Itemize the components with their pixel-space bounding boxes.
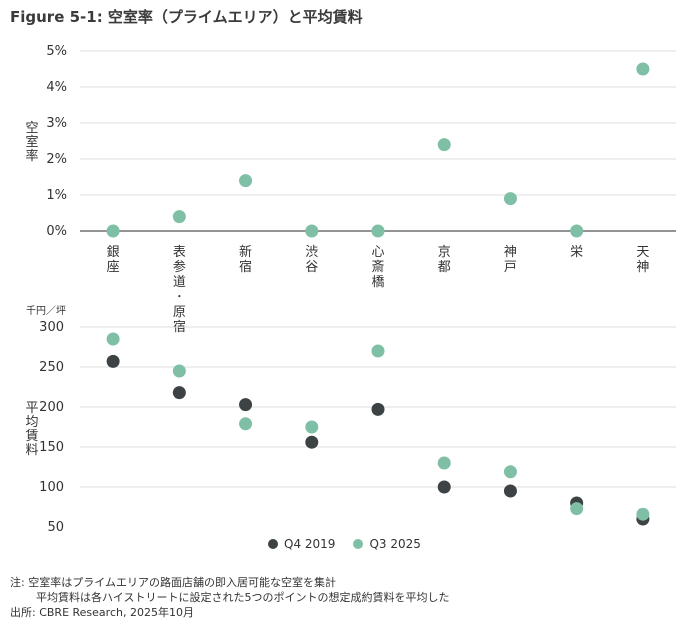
rent-point-q4-2019 — [172, 386, 186, 400]
note-rent: 平均賃料は各ハイストリートに設定された5つのポイントの想定成約賃料を平均した — [36, 591, 450, 604]
rent-point-q3-2025 — [437, 456, 451, 470]
vacancy-point — [172, 210, 186, 224]
legend-item-q3-2025: Q3 2025 — [353, 537, 421, 551]
legend-label-q4-2019: Q4 2019 — [284, 537, 336, 551]
category-label: 神戸 — [504, 245, 517, 275]
top-y-tick-label: 1% — [46, 188, 67, 203]
legend: Q4 2019 Q3 2025 — [268, 537, 421, 551]
bottom-y-axis-label: 平均賃料 — [25, 401, 38, 458]
legend-dot-q4-2019 — [268, 539, 278, 549]
category-label: 銀座 — [107, 245, 120, 275]
top-y-tick-label: 2% — [46, 152, 67, 167]
chart-title: Figure 5-1: 空室率（プライムエリア）と平均賃料 — [10, 8, 363, 26]
top-y-tick-label: 3% — [46, 116, 67, 131]
rent-point-q4-2019 — [106, 354, 120, 368]
bottom-y-tick-label: 100 — [39, 480, 64, 495]
vacancy-point — [437, 138, 451, 152]
vacancy-point — [106, 224, 120, 238]
bottom-y-tick-label: 300 — [39, 320, 64, 335]
rent-point-q4-2019 — [503, 484, 517, 498]
category-label: 天神 — [636, 245, 649, 275]
bottom-points — [106, 332, 650, 526]
rent-point-q3-2025 — [503, 465, 517, 479]
rent-point-q4-2019 — [371, 402, 385, 416]
vacancy-point — [305, 224, 319, 238]
vacancy-point — [570, 224, 584, 238]
top-y-tick-label: 0% — [46, 224, 67, 239]
category-labels: 銀座 表参道･原宿 新宿 渋谷 心斎橋 京都 神戸 栄 天神 — [107, 244, 650, 335]
vacancy-point — [636, 62, 650, 76]
note-vacancy: 注: 空室率はプライムエリアの路面店舗の即入居可能な空室を集計 — [10, 576, 336, 589]
category-label: 栄 — [570, 245, 583, 260]
category-label: 新宿 — [239, 244, 252, 275]
bottom-y-tick-label: 50 — [47, 520, 64, 535]
top-y-ticks: 0% 1% 2% 3% 4% 5% — [46, 44, 67, 239]
top-y-axis-label: 空室率 — [25, 121, 38, 164]
rent-unit-label: 千円／坪 — [26, 304, 66, 317]
top-points — [106, 62, 650, 238]
rent-point-q3-2025 — [172, 364, 186, 378]
vacancy-point — [371, 224, 385, 238]
rent-point-q4-2019 — [239, 398, 253, 412]
footnotes: 注: 空室率はプライムエリアの路面店舗の即入居可能な空室を集計 平均賃料は各ハイ… — [10, 575, 449, 620]
category-label: 渋谷 — [305, 245, 318, 275]
category-label: 表参道･原宿 — [173, 245, 186, 335]
rent-point-q3-2025 — [371, 344, 385, 358]
note-source: 出所: CBRE Research, 2025年10月 — [10, 606, 194, 619]
rent-point-q4-2019 — [437, 480, 451, 494]
bottom-y-tick-label: 250 — [39, 360, 64, 375]
category-label: 心斎橋 — [371, 245, 384, 290]
legend-label-q3-2025: Q3 2025 — [369, 537, 421, 551]
top-gridlines — [80, 50, 676, 232]
rent-point-q3-2025 — [239, 417, 253, 431]
top-y-tick-label: 5% — [46, 44, 67, 59]
bottom-y-tick-label: 150 — [39, 440, 64, 455]
legend-dot-q3-2025 — [353, 539, 364, 549]
bottom-y-tick-label: 200 — [39, 400, 64, 415]
vacancy-point — [503, 192, 517, 206]
category-label: 京都 — [438, 245, 451, 275]
rent-point-q3-2025 — [636, 507, 650, 521]
rent-point-q3-2025 — [570, 502, 584, 516]
rent-point-q3-2025 — [305, 420, 319, 434]
rent-point-q3-2025 — [106, 332, 120, 346]
vacancy-point — [239, 174, 253, 188]
bottom-y-ticks: 50 100 150 200 250 300 — [39, 320, 64, 535]
rent-point-q4-2019 — [305, 435, 319, 449]
legend-item-q4-2019: Q4 2019 — [268, 537, 335, 551]
top-y-tick-label: 4% — [46, 80, 67, 95]
